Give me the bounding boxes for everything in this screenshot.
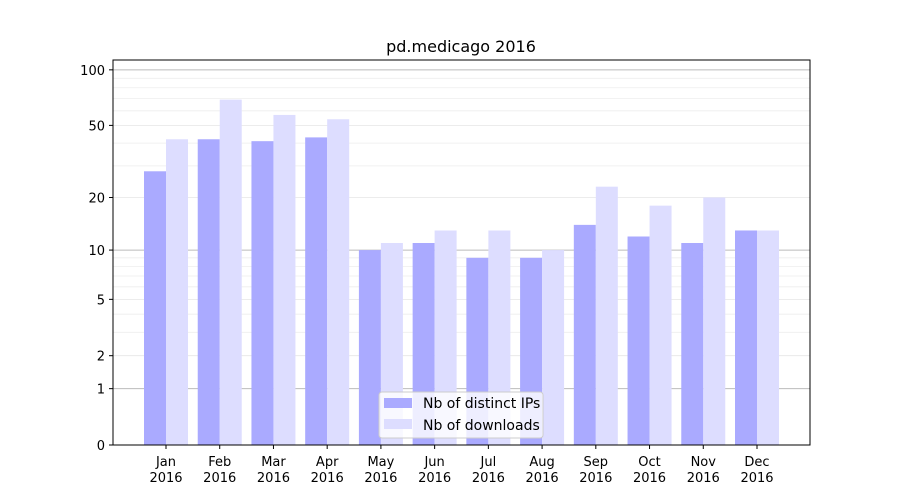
x-tick-label-month: Dec — [744, 455, 769, 470]
x-tick-label-month: Nov — [691, 455, 717, 470]
x-tick-label-month: May — [367, 455, 394, 470]
x-tick-label-year: 2016 — [311, 471, 344, 486]
bar-downloads — [434, 230, 457, 445]
x-tick-label-month: Jul — [480, 455, 497, 470]
y-tick-label: 0 — [97, 439, 105, 454]
legend-swatch-downloads — [384, 419, 412, 429]
bar-distinct-ips — [627, 236, 650, 445]
y-tick-label: 10 — [88, 244, 105, 259]
bar-distinct-ips — [681, 243, 704, 445]
bar-distinct-ips — [305, 137, 328, 445]
y-tick-label: 1 — [97, 383, 105, 398]
legend-label-downloads: Nb of downloads — [423, 418, 540, 434]
x-tick-label-month: Mar — [261, 455, 286, 470]
x-tick-label-year: 2016 — [526, 471, 559, 486]
chart-title: pd.medicago 2016 — [386, 37, 536, 56]
y-tick-label: 20 — [88, 192, 105, 207]
x-tick-label-month: Sep — [584, 455, 609, 470]
y-tick-label: 5 — [97, 293, 105, 308]
x-axis: Jan2016Feb2016Mar2016Apr2016May2016Jun20… — [149, 445, 774, 486]
x-tick-label-year: 2016 — [364, 471, 397, 486]
x-tick-label-year: 2016 — [472, 471, 505, 486]
legend-label-ips: Nb of distinct IPs — [423, 396, 540, 412]
bar-downloads — [649, 205, 672, 445]
legend-box — [378, 391, 544, 439]
bar-distinct-ips — [735, 230, 757, 445]
x-tick-label-month: Feb — [208, 455, 231, 470]
x-tick-label-year: 2016 — [687, 471, 720, 486]
bar-downloads — [273, 114, 296, 445]
y-tick-label: 2 — [97, 350, 105, 365]
bar-downloads — [542, 250, 565, 445]
legend-swatch-ips — [384, 398, 412, 408]
x-tick-label-month: Jan — [155, 455, 176, 470]
x-tick-label-month: Apr — [316, 455, 339, 470]
x-tick-label-year: 2016 — [579, 471, 612, 486]
bar-downloads — [488, 230, 511, 445]
y-tick-label: 100 — [80, 64, 105, 79]
bar-downloads — [327, 119, 350, 445]
x-tick-label-month: Oct — [638, 455, 660, 470]
bar-downloads — [703, 197, 726, 445]
x-tick-label-month: Jun — [423, 455, 444, 470]
x-tick-label-year: 2016 — [203, 471, 236, 486]
y-axis: 0 1 2 5 10 20 50 100 — [80, 64, 113, 454]
bar-distinct-ips — [573, 224, 596, 445]
bars — [144, 99, 779, 446]
x-tick-label-year: 2016 — [149, 471, 182, 486]
x-tick-label-year: 2016 — [740, 471, 773, 486]
x-tick-label-year: 2016 — [418, 471, 451, 486]
bar-downloads — [166, 139, 188, 445]
bar-distinct-ips — [197, 139, 220, 445]
x-tick-label-year: 2016 — [257, 471, 290, 486]
legend: Nb of distinct IPs Nb of downloads — [378, 391, 544, 439]
bar-distinct-ips — [251, 141, 274, 445]
bar-distinct-ips — [144, 171, 166, 445]
bar-downloads — [219, 99, 242, 445]
x-tick-label-year: 2016 — [633, 471, 666, 486]
bar-distinct-ips — [358, 250, 381, 445]
y-tick-label: 50 — [88, 119, 105, 134]
bar-downloads — [595, 186, 618, 446]
x-tick-label-month: Aug — [529, 455, 554, 470]
plot-frame — [112, 59, 811, 446]
bar-downloads — [757, 230, 779, 445]
